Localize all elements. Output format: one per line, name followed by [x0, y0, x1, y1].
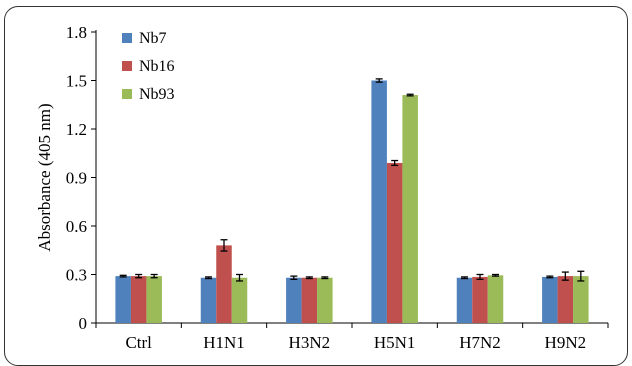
- x-tick-label: H5N1: [374, 333, 416, 352]
- bar: [130, 276, 147, 323]
- legend-label: Nb7: [139, 30, 167, 47]
- bar: [371, 80, 387, 323]
- y-tick-label: 0.9: [66, 169, 87, 188]
- bar: [115, 276, 131, 323]
- legend-swatch: [122, 33, 132, 43]
- bar: [542, 276, 558, 323]
- x-tick-label: Ctrl: [125, 333, 152, 352]
- bar: [301, 277, 318, 323]
- legend-swatch: [122, 61, 132, 71]
- x-tick-label: H3N2: [289, 333, 331, 352]
- bar: [286, 277, 302, 323]
- bar: [200, 277, 217, 323]
- x-tick-label: H9N2: [545, 333, 587, 352]
- y-axis-ticks: 0 0.3 0.6 0.9 1.2 1.5 1.8: [66, 23, 96, 333]
- bar: [146, 276, 162, 323]
- bar: [557, 276, 574, 323]
- bar: [231, 277, 248, 323]
- bar: [573, 276, 589, 323]
- bar: [487, 275, 504, 323]
- y-tick-label: 1.2: [66, 120, 87, 139]
- bar: [317, 277, 333, 323]
- x-tick-label: H1N1: [203, 333, 245, 352]
- y-tick-label: 0.6: [66, 217, 87, 236]
- bar: [386, 162, 403, 323]
- error-bars: [119, 78, 585, 282]
- legend-label: Nb16: [139, 58, 175, 75]
- bar: [216, 245, 232, 323]
- bar: [472, 276, 488, 323]
- bar: [402, 95, 418, 323]
- bar-chart: 0 0.3 0.6 0.9 1.2 1.5 1.8 Ctrl H1N1 H3N2 H5N1 H7N2…: [35, 23, 609, 352]
- y-tick-label: 1.5: [66, 72, 87, 91]
- y-tick-label: 0: [79, 314, 88, 333]
- x-tick-label: H7N2: [459, 333, 501, 352]
- legend-swatch: [122, 89, 132, 99]
- y-tick-label: 0.3: [66, 266, 87, 285]
- legend: Nb7 Nb16 Nb93: [122, 30, 175, 103]
- bar: [456, 277, 473, 323]
- x-axis-ticks: Ctrl H1N1 H3N2 H5N1 H7N2 H9N2: [95, 323, 609, 352]
- y-tick-label: 1.8: [66, 23, 87, 42]
- bars: [115, 80, 589, 323]
- legend-label: Nb93: [139, 86, 175, 103]
- y-axis-label: Absorbance (405 nm): [35, 103, 54, 251]
